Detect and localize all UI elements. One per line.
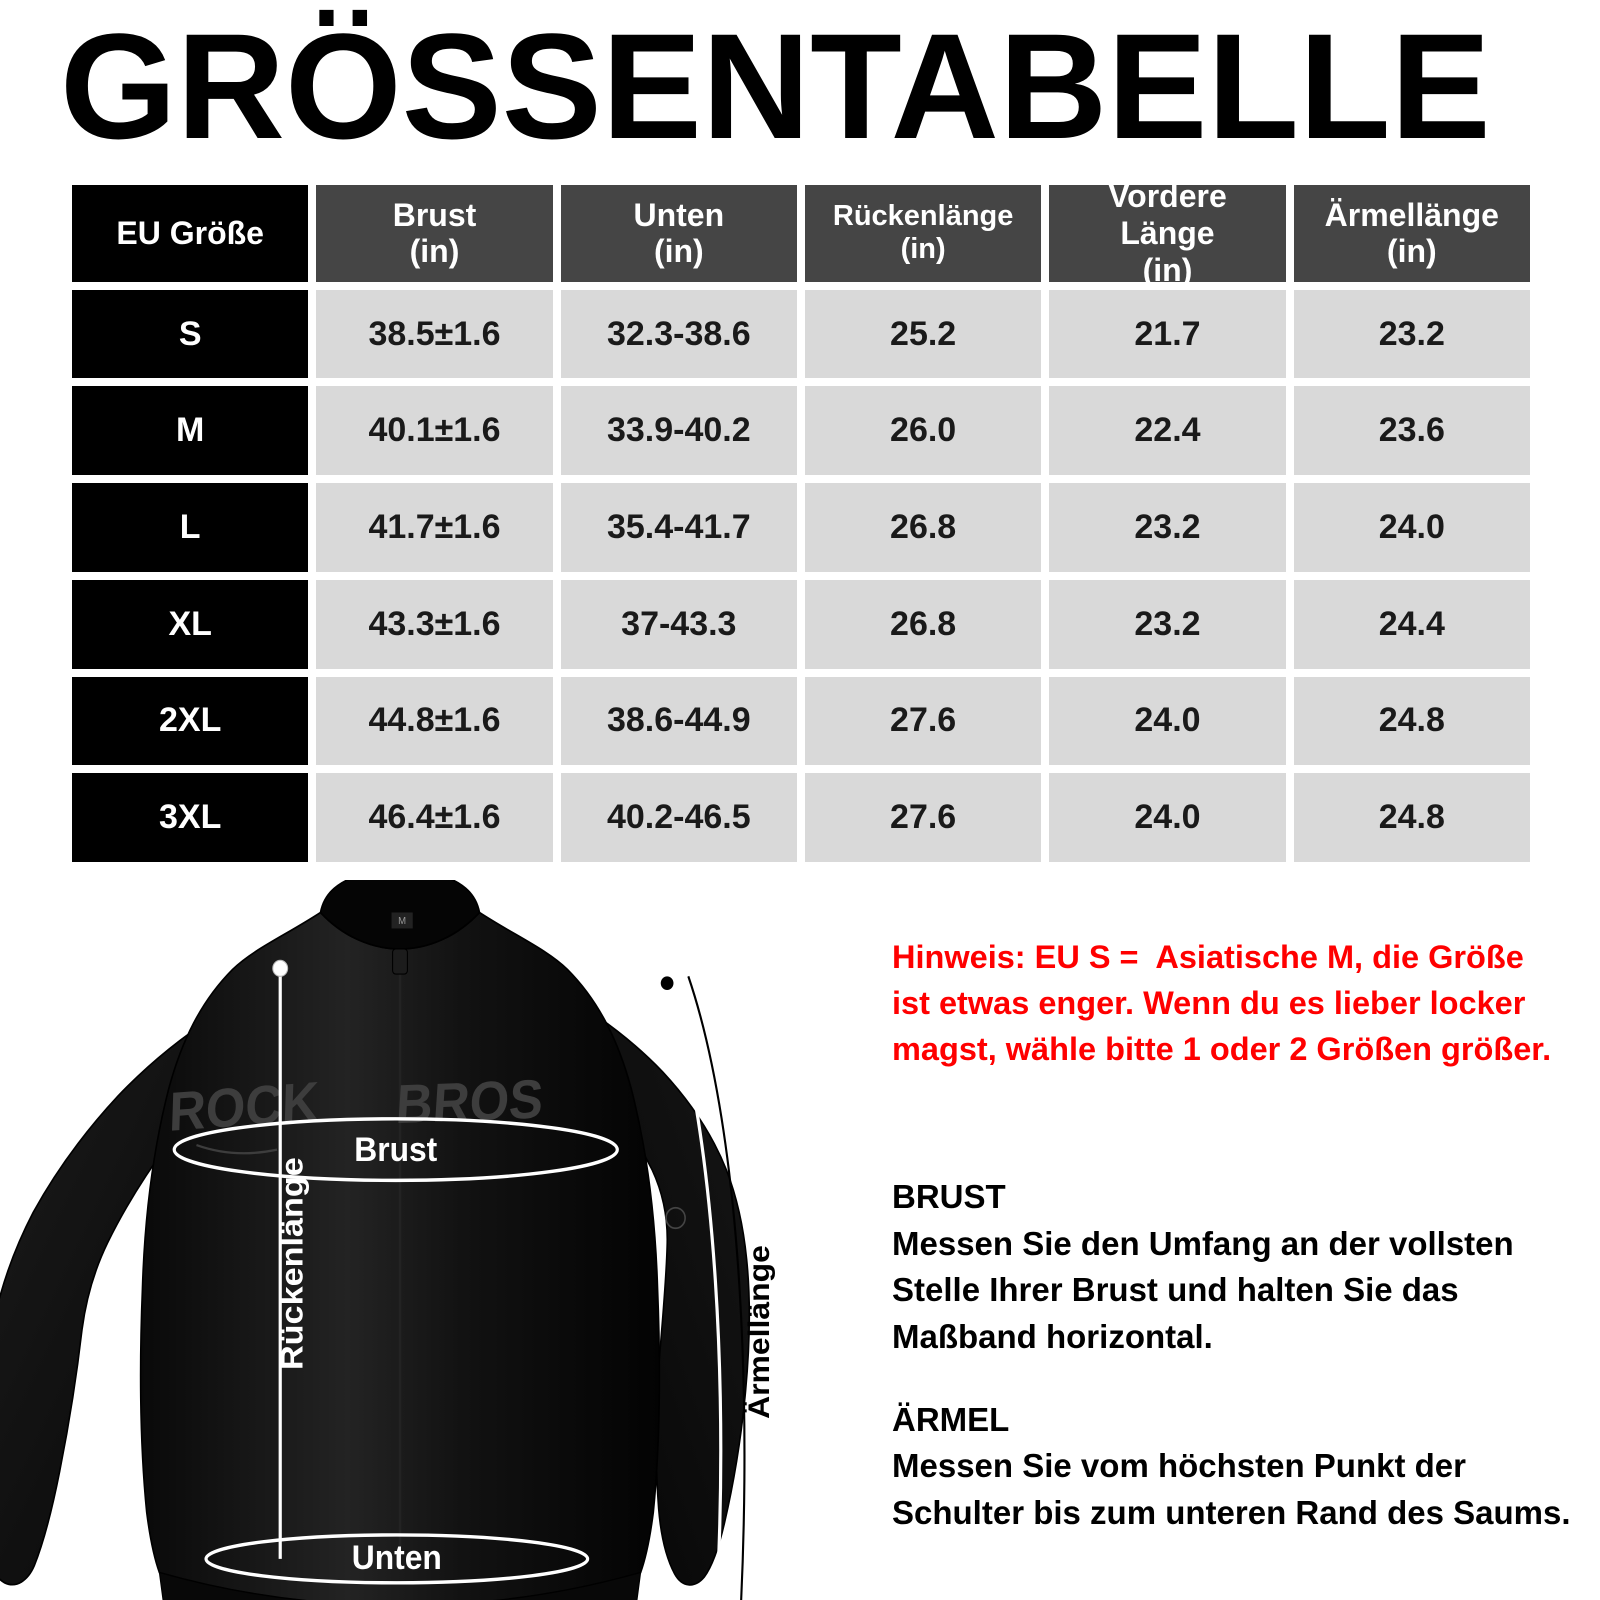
svg-text:Ärmellänge: Ärmellänge (742, 1245, 776, 1419)
svg-text:Brust: Brust (354, 1130, 437, 1168)
svg-text:Rückenlänge: Rückenlänge (274, 1157, 310, 1370)
svg-text:Unten: Unten (352, 1538, 442, 1576)
svg-text:ROCK: ROCK (168, 1071, 319, 1143)
svg-text:M: M (398, 916, 406, 927)
